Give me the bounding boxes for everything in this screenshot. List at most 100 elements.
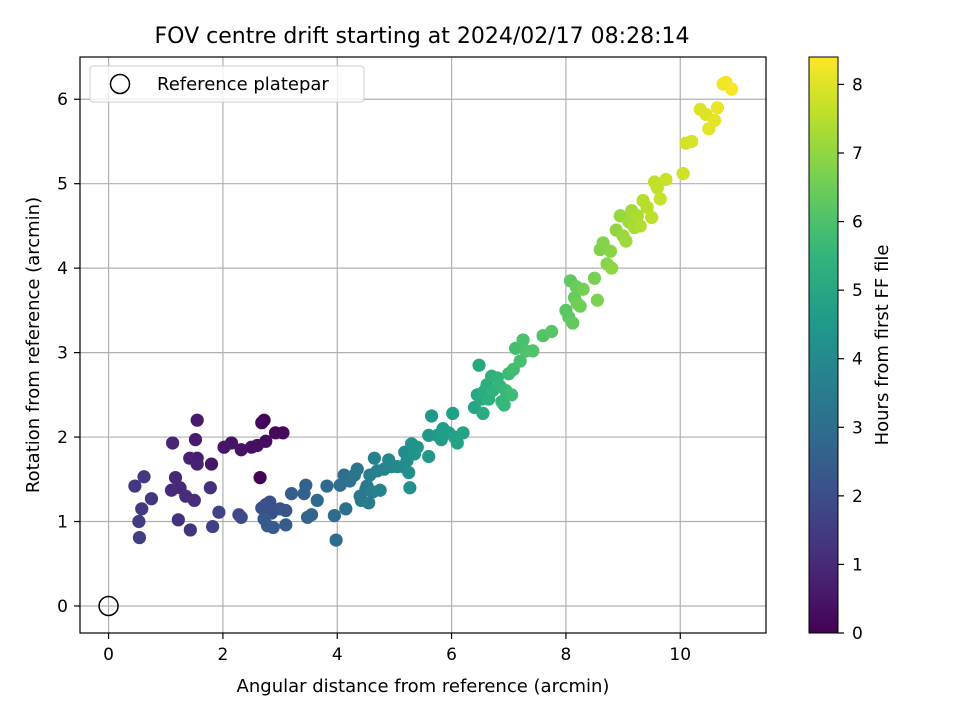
- data-point: [676, 166, 690, 181]
- data-point: [327, 509, 341, 523]
- data-point: [266, 520, 280, 535]
- data-point: [424, 409, 439, 423]
- x-tick-label: 10: [669, 645, 691, 665]
- data-point: [284, 487, 299, 501]
- data-point: [137, 470, 151, 484]
- data-point: [339, 502, 353, 516]
- data-point: [310, 493, 324, 508]
- colorbar-tick-label: 4: [852, 350, 863, 370]
- data-point: [710, 101, 725, 115]
- data-point: [279, 503, 293, 518]
- data-point: [707, 113, 722, 127]
- data-point: [279, 518, 293, 532]
- data-point: [350, 462, 364, 476]
- data-point: [276, 426, 290, 440]
- data-point: [144, 492, 159, 506]
- colorbar-tick-label: 1: [852, 555, 863, 575]
- data-point: [188, 432, 203, 447]
- data-point: [605, 261, 619, 275]
- data-point: [590, 293, 604, 307]
- data-point: [217, 440, 231, 454]
- data-point: [545, 324, 559, 339]
- data-point: [135, 502, 149, 516]
- data-point: [513, 354, 527, 368]
- data-point: [255, 416, 269, 430]
- y-axis-ticks: 0 1 2 3 4 5 6: [57, 90, 80, 617]
- x-tick-label: 4: [332, 645, 343, 665]
- reference-open-circle-icon: [98, 595, 119, 617]
- data-point: [299, 478, 313, 492]
- data-point: [619, 234, 633, 248]
- data-point: [476, 406, 490, 421]
- data-point: [725, 82, 739, 96]
- colorbar-ticks: 0 1 2 3 4 5 6 7 8: [838, 75, 863, 644]
- data-point: [234, 510, 248, 524]
- y-tick-label: 4: [57, 259, 68, 279]
- data-point: [255, 501, 269, 515]
- data-point: [234, 443, 248, 457]
- y-axis-label: Rotation from reference (arcmin): [23, 197, 44, 493]
- data-point: [166, 436, 180, 450]
- x-axis-label: Angular distance from reference (arcmin): [237, 676, 610, 697]
- data-point: [204, 457, 219, 471]
- data-point: [573, 299, 587, 313]
- data-point: [685, 134, 699, 149]
- y-tick-label: 2: [57, 428, 68, 448]
- colorbar-tick-label: 6: [852, 213, 863, 233]
- data-point: [168, 470, 183, 485]
- data-point: [367, 451, 382, 465]
- data-point: [650, 181, 664, 195]
- data-point: [630, 209, 644, 223]
- data-point: [422, 449, 436, 464]
- y-tick-label: 5: [57, 175, 68, 195]
- data-point: [497, 398, 511, 412]
- data-point: [653, 192, 667, 206]
- data-point: [164, 483, 179, 497]
- data-point: [640, 200, 654, 214]
- legend-box: [89, 65, 365, 103]
- data-point: [304, 508, 319, 522]
- data-points: [128, 75, 739, 547]
- data-point: [320, 479, 334, 493]
- x-tick-label: 2: [218, 645, 229, 665]
- y-tick-label: 0: [57, 597, 68, 617]
- legend-open-circle-icon: [109, 73, 131, 95]
- gridlines: [80, 57, 766, 633]
- colorbar: [808, 56, 839, 634]
- data-point: [244, 440, 259, 454]
- data-point: [203, 481, 217, 495]
- data-point: [633, 219, 647, 233]
- data-point: [329, 533, 343, 547]
- data-point: [410, 440, 424, 454]
- data-point: [132, 514, 146, 529]
- x-tick-label: 8: [561, 645, 572, 665]
- x-tick-label: 6: [446, 645, 457, 665]
- y-tick-label: 3: [57, 344, 68, 364]
- data-point: [132, 530, 147, 545]
- x-tick-label: 0: [103, 645, 114, 665]
- data-point: [373, 483, 387, 497]
- legend: Reference platepar: [89, 65, 365, 103]
- data-point: [171, 513, 185, 527]
- data-point: [566, 316, 580, 330]
- chart-title: FOV centre drift starting at 2024/02/17 …: [155, 24, 690, 49]
- y-tick-label: 1: [57, 513, 68, 533]
- colorbar-label: Hours from first FF file: [872, 245, 893, 446]
- data-point: [206, 519, 220, 534]
- data-point: [645, 210, 659, 225]
- data-point: [190, 413, 204, 427]
- data-point: [362, 496, 376, 510]
- reference-marker: [98, 595, 119, 617]
- data-point: [659, 172, 673, 187]
- data-point: [190, 457, 204, 471]
- data-point: [128, 479, 142, 493]
- x-axis-ticks: 0 2 4 6 8 10: [103, 633, 691, 665]
- legend-label: Reference platepar: [157, 74, 329, 95]
- data-point: [450, 436, 464, 450]
- data-point: [472, 358, 486, 372]
- colorbar-tick-label: 3: [852, 418, 863, 438]
- data-point: [446, 406, 460, 421]
- data-point: [603, 244, 618, 258]
- data-point: [253, 470, 267, 485]
- plot-frame: [79, 56, 767, 634]
